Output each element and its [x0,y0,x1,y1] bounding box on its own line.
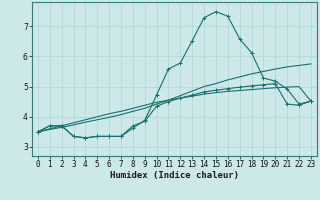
X-axis label: Humidex (Indice chaleur): Humidex (Indice chaleur) [110,171,239,180]
